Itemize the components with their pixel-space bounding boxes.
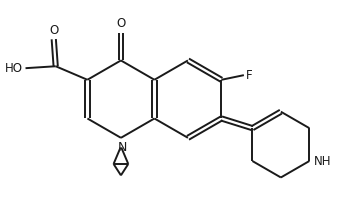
Text: O: O	[49, 24, 58, 37]
Text: F: F	[246, 69, 253, 82]
Text: NH: NH	[314, 154, 331, 167]
Text: HO: HO	[4, 62, 22, 75]
Text: O: O	[116, 17, 126, 30]
Text: N: N	[117, 141, 127, 154]
